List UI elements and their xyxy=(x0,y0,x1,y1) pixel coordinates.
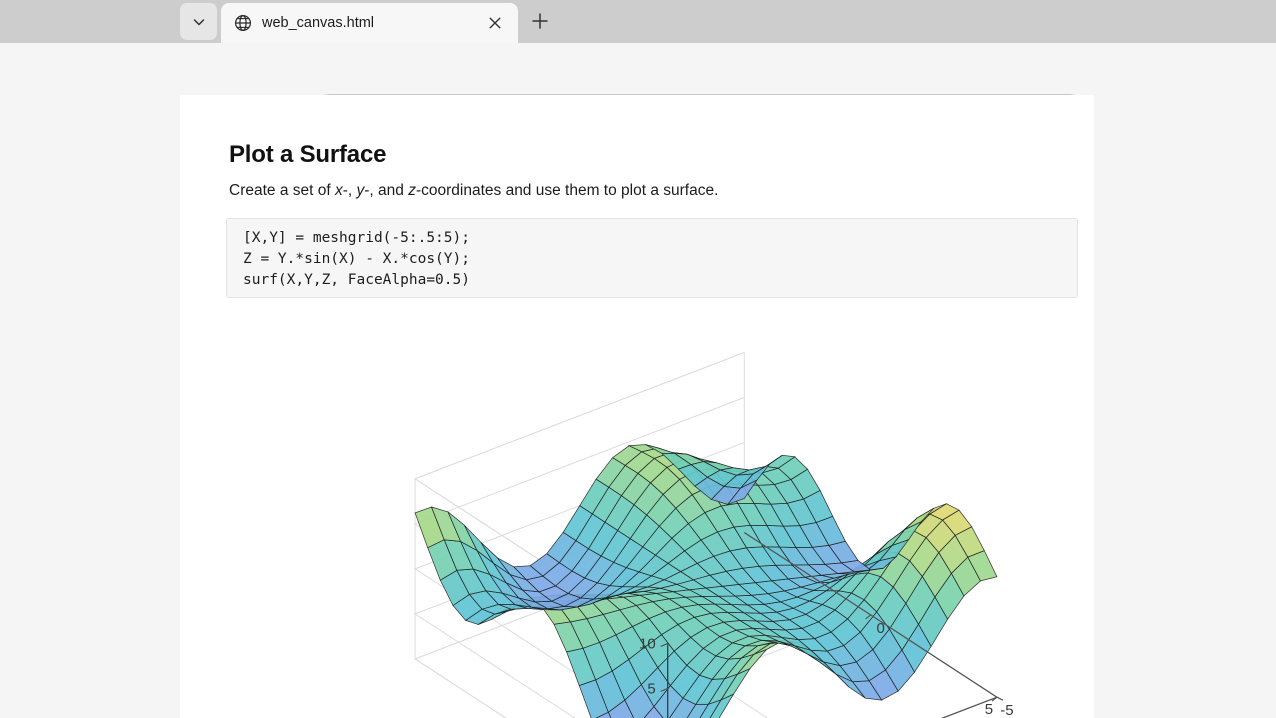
axis-tick-label: 10 xyxy=(639,635,656,652)
page-content: Plot a Surface Create a set of x-, y-, a… xyxy=(180,95,1094,718)
subtitle-var-z: z xyxy=(408,182,416,199)
page-subtitle: Create a set of x-, y-, and z-coordinate… xyxy=(229,182,718,200)
subtitle-var-x: x xyxy=(334,182,343,199)
surface-plot-canvas: 1050-5-1050-5-50 xyxy=(413,351,1014,718)
surface-plot: 1050-5-1050-5-50 xyxy=(226,320,1078,718)
globe-icon xyxy=(233,13,253,33)
chevron-down-icon xyxy=(191,14,207,30)
subtitle-part-c: -, and xyxy=(364,182,409,199)
page-title: Plot a Surface xyxy=(229,141,387,168)
axis-tick-label: 0 xyxy=(876,620,884,637)
tab-title: web_canvas.html xyxy=(262,15,375,31)
close-icon[interactable] xyxy=(482,10,508,36)
code-text: [X,Y] = meshgrid(-5:.5:5); Z = Y.*sin(X)… xyxy=(243,230,470,288)
subtitle-part-d: -coordinates and use them to plot a surf… xyxy=(415,182,719,199)
tab-strip: web_canvas.html xyxy=(0,0,1276,43)
code-block[interactable]: [X,Y] = meshgrid(-5:.5:5); Z = Y.*sin(X)… xyxy=(226,218,1078,298)
axis-tick-label: -5 xyxy=(1000,702,1013,718)
subtitle-part-b: -, xyxy=(342,182,357,199)
new-tab-button[interactable] xyxy=(524,7,556,39)
axis-tick-label: 5 xyxy=(985,701,993,718)
subtitle-part-a: Create a set of xyxy=(229,182,335,199)
browser-tab[interactable]: web_canvas.html xyxy=(221,3,518,43)
plus-icon xyxy=(531,12,549,35)
plot-surface xyxy=(414,444,998,718)
subtitle-var-y: y xyxy=(356,182,365,199)
axis-tick-label: 5 xyxy=(647,680,655,697)
tab-list-menu-button[interactable] xyxy=(180,3,217,40)
plot-axes: 1050-5-1050-5-50 xyxy=(639,532,1014,718)
browser-toolbar: Search or enter web address xyxy=(0,43,1276,131)
